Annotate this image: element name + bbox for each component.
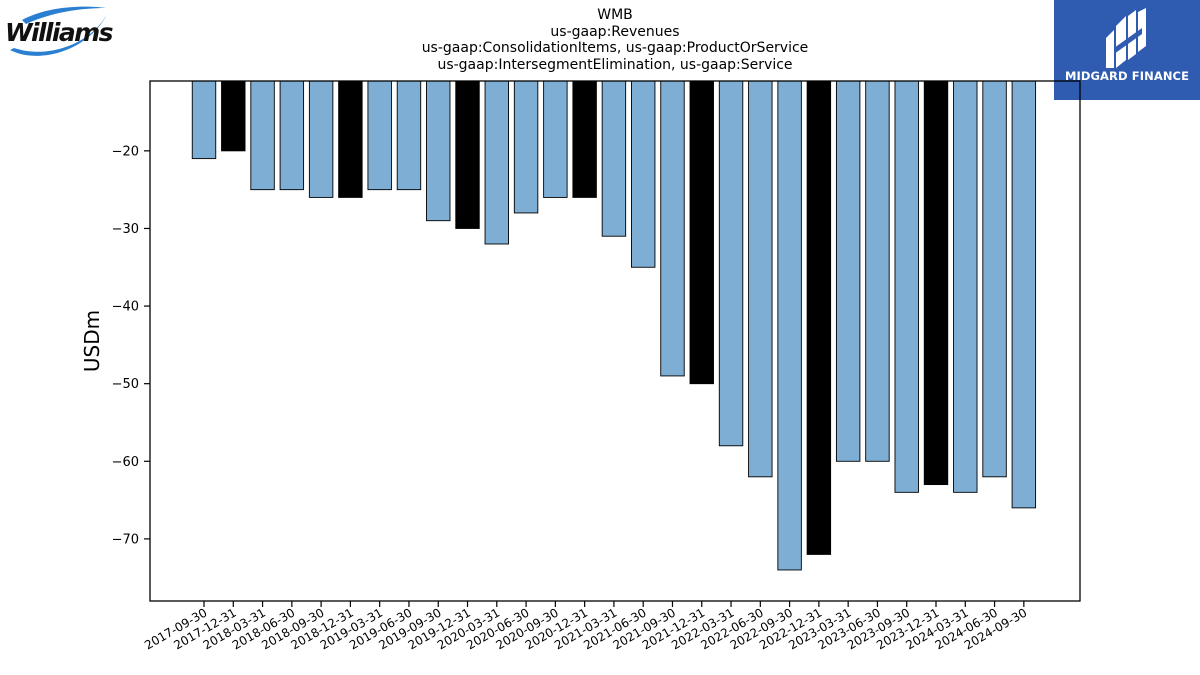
x-axis: 2017-09-302017-12-312018-03-312018-06-30… <box>142 601 1029 652</box>
bar-2021-12-31 <box>689 80 714 385</box>
midgard-finance-logo: MIDGARD FINANCE <box>1054 0 1200 100</box>
bar-2019-03-31 <box>367 80 392 191</box>
bar-2017-09-30 <box>191 80 217 160</box>
bar-2018-03-31 <box>250 80 275 191</box>
bar-2020-03-31 <box>484 80 509 245</box>
bar-2024-09-30 <box>1011 80 1037 509</box>
bar-2024-03-31 <box>953 80 978 493</box>
williams-wordmark: Williams <box>5 18 113 47</box>
bar-2024-06-30 <box>982 80 1007 478</box>
bar-2019-06-30 <box>396 80 422 191</box>
bar-2022-12-31 <box>806 80 832 555</box>
y-tick-label: −40 <box>112 300 139 315</box>
bar-2020-12-31 <box>572 80 597 198</box>
williams-logo: Williams <box>2 4 117 70</box>
title-line-1: WMB <box>597 7 633 23</box>
bar-2021-03-31 <box>601 80 627 237</box>
bar-2017-12-31 <box>221 80 246 152</box>
bar-2018-09-30 <box>308 80 334 198</box>
bar-2018-12-31 <box>338 80 363 198</box>
y-axis: −20 −30 −40 −50 −60 −70 <box>112 144 150 547</box>
bar-2022-09-30 <box>777 80 802 571</box>
bar-2020-09-30 <box>543 80 568 198</box>
title-line-2: us-gaap:Revenues <box>550 23 680 40</box>
chart-title: WMB us-gaap:Revenues us-gaap:Consolidati… <box>315 7 915 73</box>
y-tick-label: −20 <box>112 144 139 159</box>
bar-2019-09-30 <box>426 80 451 222</box>
bar-2023-09-30 <box>894 80 919 493</box>
y-tick-label: −60 <box>112 455 139 470</box>
y-tick-label: −70 <box>112 532 139 547</box>
williams-swoosh-icon <box>10 6 108 56</box>
bar-2020-06-30 <box>513 80 539 214</box>
bar-2022-06-30 <box>748 80 773 478</box>
y-axis-label: USDm <box>80 310 104 372</box>
bar-2021-09-30 <box>660 80 685 377</box>
midgard-mark-icon <box>1106 8 1146 68</box>
midgard-wordmark: MIDGARD FINANCE <box>1064 69 1190 83</box>
bar-2019-12-31 <box>455 80 480 229</box>
bar-2023-06-30 <box>865 80 890 462</box>
title-line-4: us-gaap:IntersegmentElimination, us-gaap… <box>437 56 793 73</box>
y-tick-label: −50 <box>112 377 139 392</box>
y-tick-label: −30 <box>112 222 139 237</box>
bar-2021-06-30 <box>631 80 656 268</box>
bar-2018-06-30 <box>279 80 305 191</box>
bars-group <box>191 80 1037 571</box>
plot-frame <box>149 80 1081 602</box>
bar-2023-03-31 <box>835 80 861 462</box>
bar-2022-03-31 <box>718 80 744 447</box>
bar-2023-12-31 <box>923 80 949 486</box>
title-line-3: us-gaap:ConsolidationItems, us-gaap:Prod… <box>421 40 809 56</box>
